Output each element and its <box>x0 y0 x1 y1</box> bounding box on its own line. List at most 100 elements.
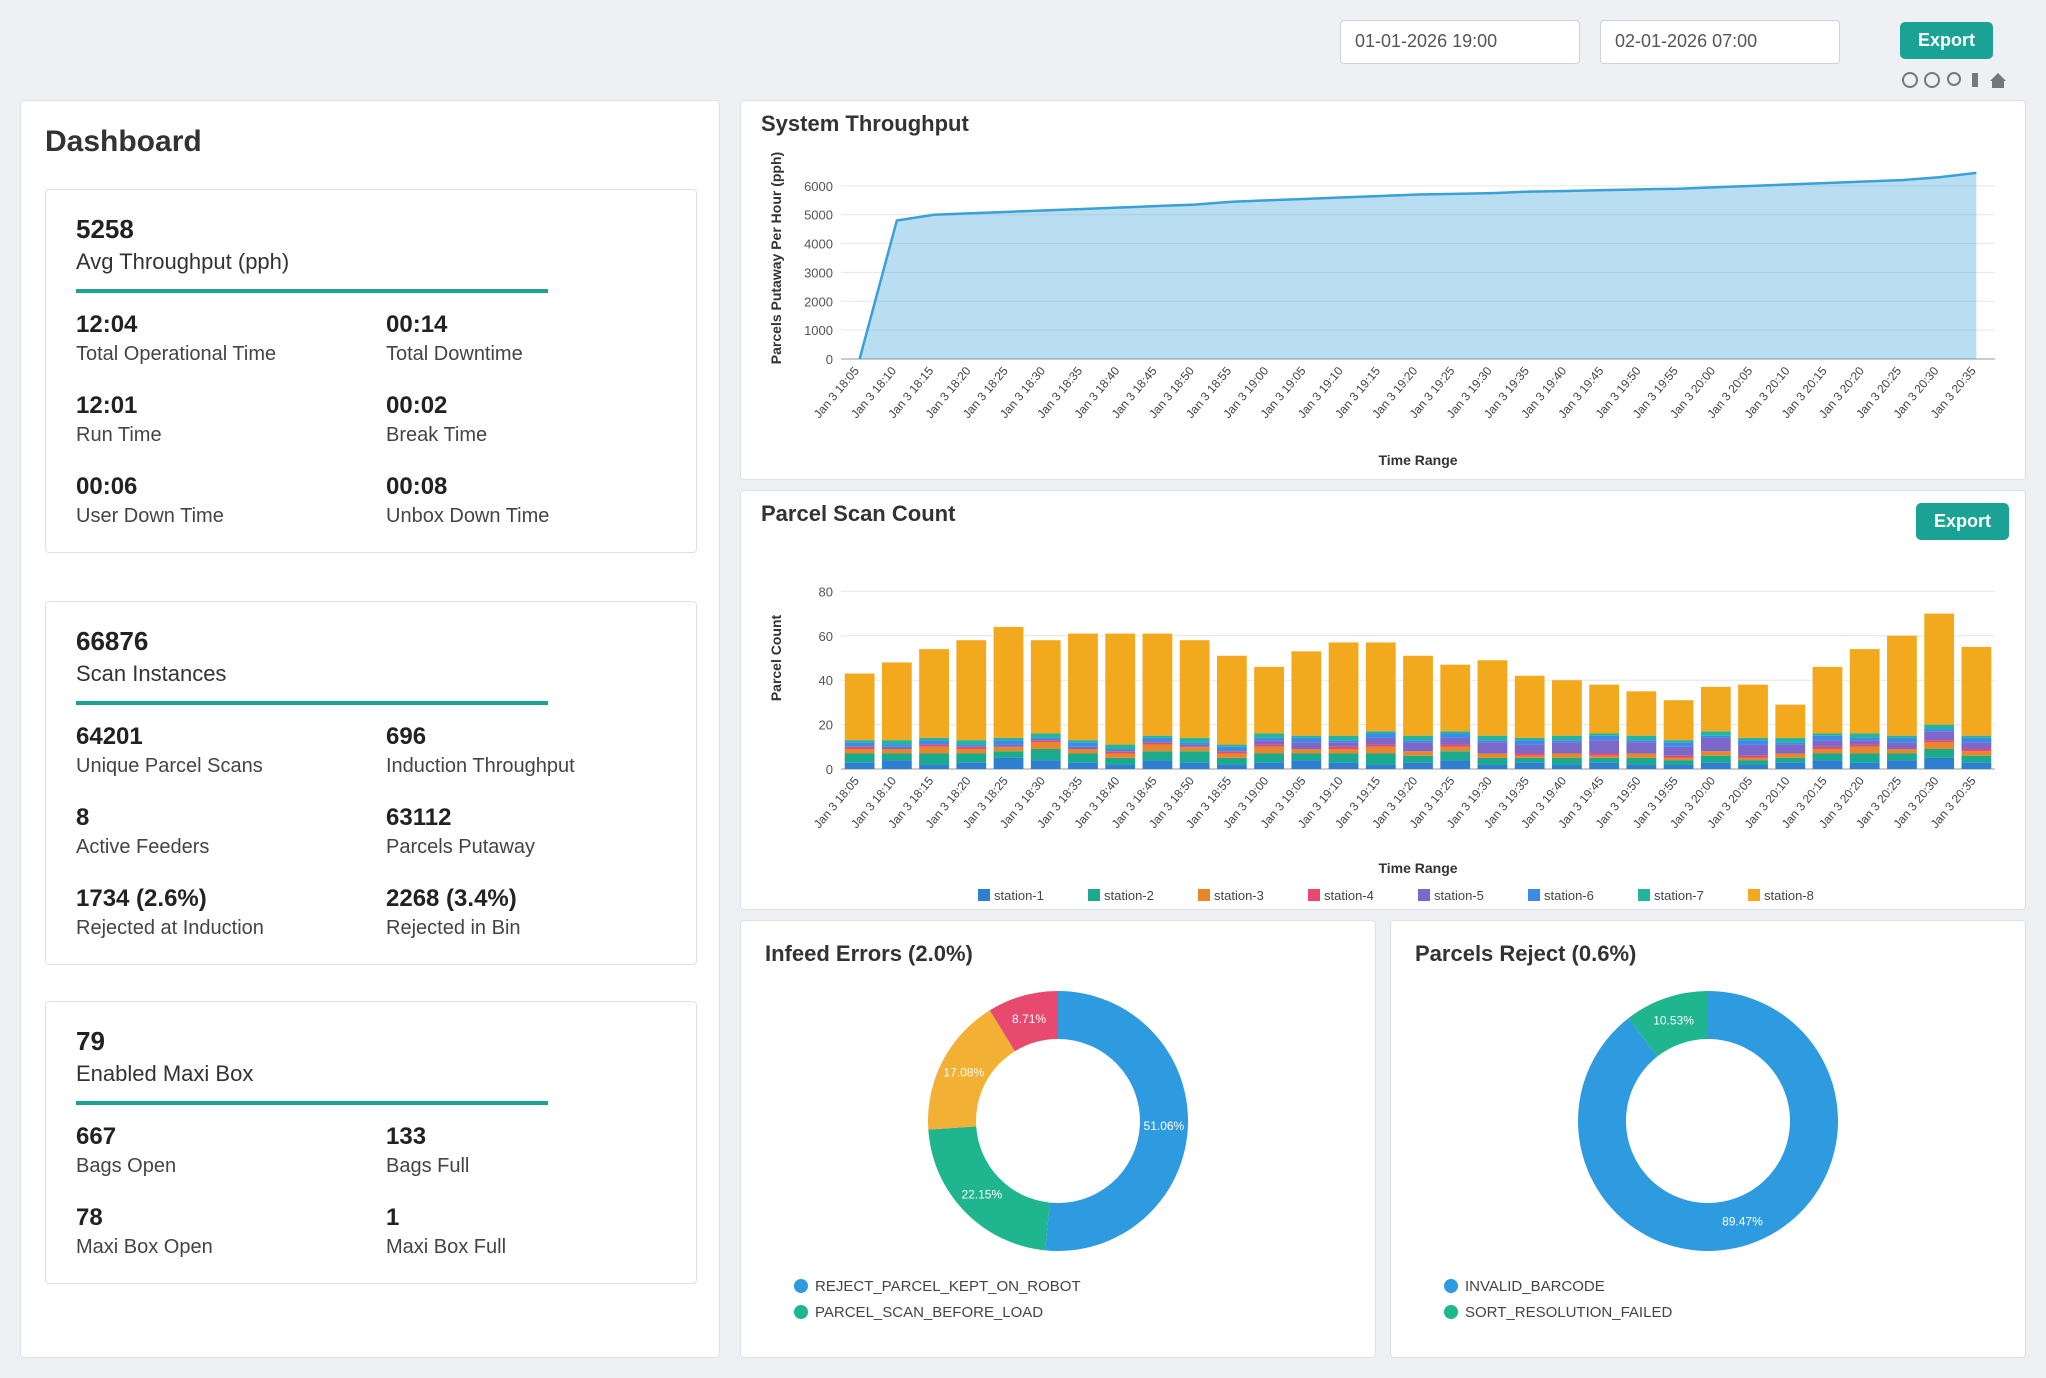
start-date-input[interactable]: 01-01-2026 19:00 <box>1340 20 1580 64</box>
legend-label: INVALID_BARCODE <box>1465 1278 1605 1295</box>
bar-segment <box>1365 733 1396 738</box>
bar-segment <box>1440 733 1471 738</box>
zoom-out-icon[interactable] <box>1924 72 1940 88</box>
bar-segment <box>1849 737 1880 741</box>
bar-segment <box>1514 762 1545 769</box>
stats-panel: Dashboard 5258 Avg Throughput (pph) 12:04 T… <box>20 100 720 1358</box>
legend-label: station-2 <box>1104 888 1154 903</box>
stat-card: 79 Enabled Maxi Box 667 Bags Open 133 Bags Fu… <box>45 1001 697 1284</box>
bar-segment <box>881 744 912 747</box>
legend-swatch <box>1198 889 1210 901</box>
bar-segment <box>1924 742 1955 750</box>
bar-segment <box>1887 635 1917 736</box>
chart-title: Parcels Reject (0.6%) <box>1415 941 1636 966</box>
chart-title: Parcel Scan Count <box>761 501 956 526</box>
bar-segment <box>1216 757 1247 765</box>
bar-segment <box>919 753 949 765</box>
stat-value: 2268 (3.4%) <box>386 885 517 912</box>
bar-segment <box>993 740 1024 745</box>
legend-swatch <box>1308 889 1320 901</box>
bar-segment <box>1700 751 1731 756</box>
export-button[interactable]: Export <box>1900 22 1994 59</box>
legend-swatch <box>1418 889 1430 901</box>
bar-segment <box>1105 751 1136 754</box>
bar-segment <box>881 749 912 754</box>
stat-card: 5258 Avg Throughput (pph) 12:04 Total Opera… <box>45 189 697 553</box>
bar-segment <box>1738 684 1768 738</box>
stat-primary-label: Enabled Maxi Box <box>76 1061 254 1086</box>
stat-value: 1734 (2.6%) <box>76 885 207 912</box>
stat-item: 2268 (3.4%) Rejected in Bin <box>386 885 666 940</box>
bar-segment <box>1068 742 1098 747</box>
stat-value: 8 <box>76 804 90 831</box>
search-icon[interactable] <box>1947 72 1961 86</box>
zoom-in-icon[interactable] <box>1902 72 1918 88</box>
stat-item: 1 Maxi Box Full <box>386 1204 666 1259</box>
end-date: 02-01-2026 07:00 <box>1615 31 1758 51</box>
segment-label: 51.06% <box>1144 1119 1185 1133</box>
legend-swatch <box>1638 889 1650 901</box>
bar-segment <box>1216 764 1247 769</box>
bar-segment <box>1403 742 1433 752</box>
donut-segment <box>989 991 1058 1052</box>
stat-item: 63112 Parcels Putaway <box>386 804 666 859</box>
legend-swatch <box>1528 889 1540 901</box>
bar-segment <box>1514 744 1545 754</box>
stat-card: 66876 Scan Instances 64201 Unique Parcel Sc… <box>45 601 697 965</box>
x-axis-label: Time Range <box>1378 452 1457 468</box>
bar-segment <box>1328 749 1359 754</box>
bar-segment <box>1924 724 1955 730</box>
stat-item: 00:14 Total Downtime <box>386 311 666 366</box>
bar-segment <box>993 746 1024 752</box>
pan-icon[interactable] <box>1972 73 1978 87</box>
bar-segment <box>1849 744 1880 747</box>
bar-segment <box>1626 742 1657 754</box>
stat-item: 00:06 User Down Time <box>76 473 356 528</box>
bar-segment <box>1142 744 1173 752</box>
bar-segment <box>1775 757 1806 763</box>
bar-segment <box>1179 751 1210 763</box>
bar-segment <box>1812 735 1843 741</box>
bar-segment <box>1216 746 1247 752</box>
start-date: 01-01-2026 19:00 <box>1355 31 1498 51</box>
bar-segment <box>1105 633 1136 745</box>
stat-item: 667 Bags Open <box>76 1123 356 1178</box>
bar-segment <box>1924 731 1955 741</box>
stat-value: 63112 <box>386 804 452 831</box>
stat-label: Active Feeders <box>76 836 210 858</box>
bar-segment <box>1328 735 1359 741</box>
bar-segment <box>1068 746 1098 750</box>
end-date-input[interactable]: 02-01-2026 07:00 <box>1600 20 1840 64</box>
bar-segment <box>1254 737 1284 741</box>
bar-segment <box>919 649 949 738</box>
bar-segment <box>1328 762 1359 769</box>
bar-segment <box>1105 744 1136 750</box>
stat-label: Bags Full <box>386 1155 470 1177</box>
bar-segment <box>1961 735 1992 738</box>
stat-value: 696 <box>386 723 427 750</box>
bar-segment <box>1663 746 1694 756</box>
reject-card: Parcels Reject (0.6%) 89.47% 10.53% INVALID… <box>1390 920 2026 1358</box>
bar-segment <box>1477 764 1508 769</box>
bar-segment <box>1142 633 1173 736</box>
stat-item: 8 Active Feeders <box>76 804 356 859</box>
stat-grid: 64201 Unique Parcel Scans 696 Induction Thr… <box>76 723 666 940</box>
home-icon[interactable] <box>1990 73 2006 88</box>
bar-segment <box>956 640 987 741</box>
bar-segment <box>993 757 1024 769</box>
bar-segment <box>1663 740 1694 743</box>
stat-item: 12:04 Total Operational Time <box>76 311 356 366</box>
bar-segment <box>1068 749 1098 754</box>
bar-segment <box>1961 742 1992 750</box>
divider <box>76 289 548 293</box>
bar-segment <box>1254 733 1284 738</box>
bar-segment <box>919 746 949 754</box>
bar-segment <box>1105 764 1136 769</box>
bar-segment <box>1775 753 1806 758</box>
legend-label: station-1 <box>994 888 1044 903</box>
export-button[interactable]: Export <box>1915 503 2009 540</box>
bar-segment <box>1589 757 1620 763</box>
bar-segment <box>1254 744 1284 747</box>
bar-segment <box>1030 737 1061 741</box>
